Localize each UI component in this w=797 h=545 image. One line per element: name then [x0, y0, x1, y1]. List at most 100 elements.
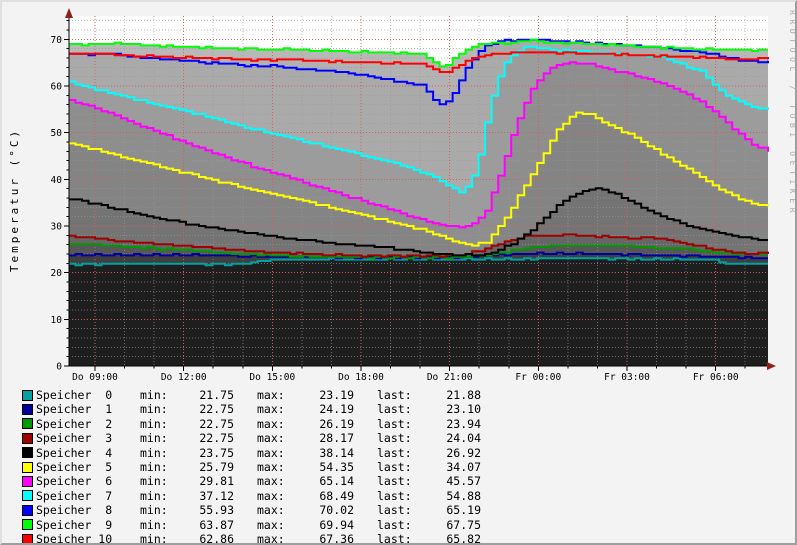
- legend-swatch: [22, 390, 33, 401]
- legend-min-value: 25.79: [168, 460, 234, 474]
- legend-series-name: Speicher 0: [36, 388, 140, 402]
- legend-min-label: min:: [140, 460, 168, 474]
- legend-min-label: min:: [140, 402, 168, 416]
- legend-series-name: Speicher 9: [36, 518, 140, 532]
- legend-row: Speicher 10 min: 62.86 max: 67.36 last: …: [22, 532, 795, 545]
- legend-last-label: last:: [377, 489, 412, 503]
- x-tick-label: Do 21:00: [427, 372, 473, 382]
- legend-last-label: last:: [377, 532, 412, 545]
- legend-min-value: 62.86: [168, 532, 234, 545]
- legend-min-value: 37.12: [168, 489, 234, 503]
- legend-swatch: [22, 505, 33, 516]
- legend-last-value: 23.94: [412, 417, 481, 431]
- legend-max-value: 69.94: [285, 518, 354, 532]
- legend-swatch: [22, 447, 33, 458]
- legend-max-value: 67.36: [285, 532, 354, 545]
- y-tick-label: 50: [51, 128, 63, 139]
- rrdtool-graph-image: 010203040506070 Do 09:00Do 12:00Do 15:00…: [0, 0, 797, 545]
- legend-min-label: min:: [140, 474, 168, 488]
- legend-last-label: last:: [377, 518, 412, 532]
- legend-max-label: max:: [257, 460, 285, 474]
- x-tick-label: Do 15:00: [249, 372, 295, 382]
- legend-max-value: 38.14: [285, 446, 354, 460]
- legend-max-label: max:: [257, 417, 285, 431]
- legend-min-label: min:: [140, 388, 168, 402]
- legend-min-value: 23.75: [168, 446, 234, 460]
- legend-last-value: 65.82: [412, 532, 481, 545]
- legend-max-label: max:: [257, 503, 285, 517]
- y-tick-label: 20: [51, 268, 63, 279]
- legend-max-value: 23.19: [285, 388, 354, 402]
- legend-max-value: 65.14: [285, 474, 354, 488]
- legend-series-name: Speicher 4: [36, 446, 140, 460]
- legend-min-label: min:: [140, 489, 168, 503]
- y-axis-labels: 010203040506070: [51, 35, 63, 373]
- y-tick-label: 40: [51, 175, 63, 186]
- legend-max-label: max:: [257, 518, 285, 532]
- legend-max-label: max:: [257, 431, 285, 445]
- x-tick-label: Do 18:00: [338, 372, 384, 382]
- legend-series-name: Speicher 10: [36, 532, 140, 545]
- legend-swatch: [22, 534, 33, 545]
- legend-last-value: 54.88: [412, 489, 481, 503]
- y-tick-label: 70: [51, 35, 63, 46]
- legend-swatch: [22, 404, 33, 415]
- legend-min-label: min:: [140, 518, 168, 532]
- legend-last-label: last:: [377, 446, 412, 460]
- legend-row: Speicher 8 min: 55.93 max: 70.02 last: 6…: [22, 503, 795, 517]
- legend-row: Speicher 5 min: 25.79 max: 54.35 last: 3…: [22, 460, 795, 474]
- x-tick-label: Do 09:00: [72, 372, 118, 382]
- legend-row: Speicher 1 min: 22.75 max: 24.19 last: 2…: [22, 402, 795, 416]
- x-tick-label: Fr 00:00: [515, 372, 561, 382]
- y-tick-label: 10: [51, 315, 63, 326]
- legend-row: Speicher 6 min: 29.81 max: 65.14 last: 4…: [22, 474, 795, 488]
- legend-last-value: 65.19: [412, 503, 481, 517]
- legend-max-value: 70.02: [285, 503, 354, 517]
- legend-min-value: 22.75: [168, 431, 234, 445]
- legend-row: Speicher 9 min: 63.87 max: 69.94 last: 6…: [22, 518, 795, 532]
- legend-min-value: 63.87: [168, 518, 234, 532]
- legend-series-name: Speicher 3: [36, 431, 140, 445]
- legend-series-name: Speicher 8: [36, 503, 140, 517]
- legend-max-label: max:: [257, 489, 285, 503]
- legend-series-name: Speicher 1: [36, 402, 140, 416]
- legend-last-label: last:: [377, 431, 412, 445]
- legend-max-label: max:: [257, 532, 285, 545]
- legend-swatch: [22, 462, 33, 473]
- legend-min-value: 29.81: [168, 474, 234, 488]
- legend-last-label: last:: [377, 388, 412, 402]
- legend-last-value: 45.57: [412, 474, 481, 488]
- legend-last-value: 67.75: [412, 518, 481, 532]
- legend-last-value: 21.88: [412, 388, 481, 402]
- legend-min-label: min:: [140, 417, 168, 431]
- legend-series-name: Speicher 2: [36, 417, 140, 431]
- x-tick-label: Fr 06:00: [693, 372, 739, 382]
- legend-max-value: 26.19: [285, 417, 354, 431]
- legend-last-value: 26.92: [412, 446, 481, 460]
- y-tick-label: 30: [51, 222, 63, 233]
- temperature-chart: 010203040506070 Do 09:00Do 12:00Do 15:00…: [2, 2, 795, 382]
- x-tick-label: Do 12:00: [161, 372, 207, 382]
- legend-min-value: 22.75: [168, 402, 234, 416]
- legend-series-name: Speicher 6: [36, 474, 140, 488]
- legend-swatch: [22, 433, 33, 444]
- legend-last-value: 34.07: [412, 460, 481, 474]
- legend-series-name: Speicher 5: [36, 460, 140, 474]
- legend-max-value: 68.49: [285, 489, 354, 503]
- area-fills: [69, 40, 768, 366]
- legend-max-value: 54.35: [285, 460, 354, 474]
- y-axis-title: Temperatur (°C): [8, 128, 21, 272]
- legend: Speicher 0 min: 21.75 max: 23.19 last: 2…: [2, 386, 795, 545]
- legend-last-value: 24.04: [412, 431, 481, 445]
- x-axis-labels: Do 09:00 Do 12:00 Do 15:00 Do 18:00 Do 21:00…: [72, 372, 739, 382]
- legend-min-label: min:: [140, 503, 168, 517]
- legend-max-label: max:: [257, 446, 285, 460]
- legend-swatch: [22, 490, 33, 501]
- legend-row: Speicher 7 min: 37.12 max: 68.49 last: 5…: [22, 489, 795, 503]
- legend-min-label: min:: [140, 532, 168, 545]
- legend-row: Speicher 0 min: 21.75 max: 23.19 last: 2…: [22, 388, 795, 402]
- legend-series-name: Speicher 7: [36, 489, 140, 503]
- legend-max-value: 28.17: [285, 431, 354, 445]
- legend-max-label: max:: [257, 388, 285, 402]
- legend-min-value: 22.75: [168, 417, 234, 431]
